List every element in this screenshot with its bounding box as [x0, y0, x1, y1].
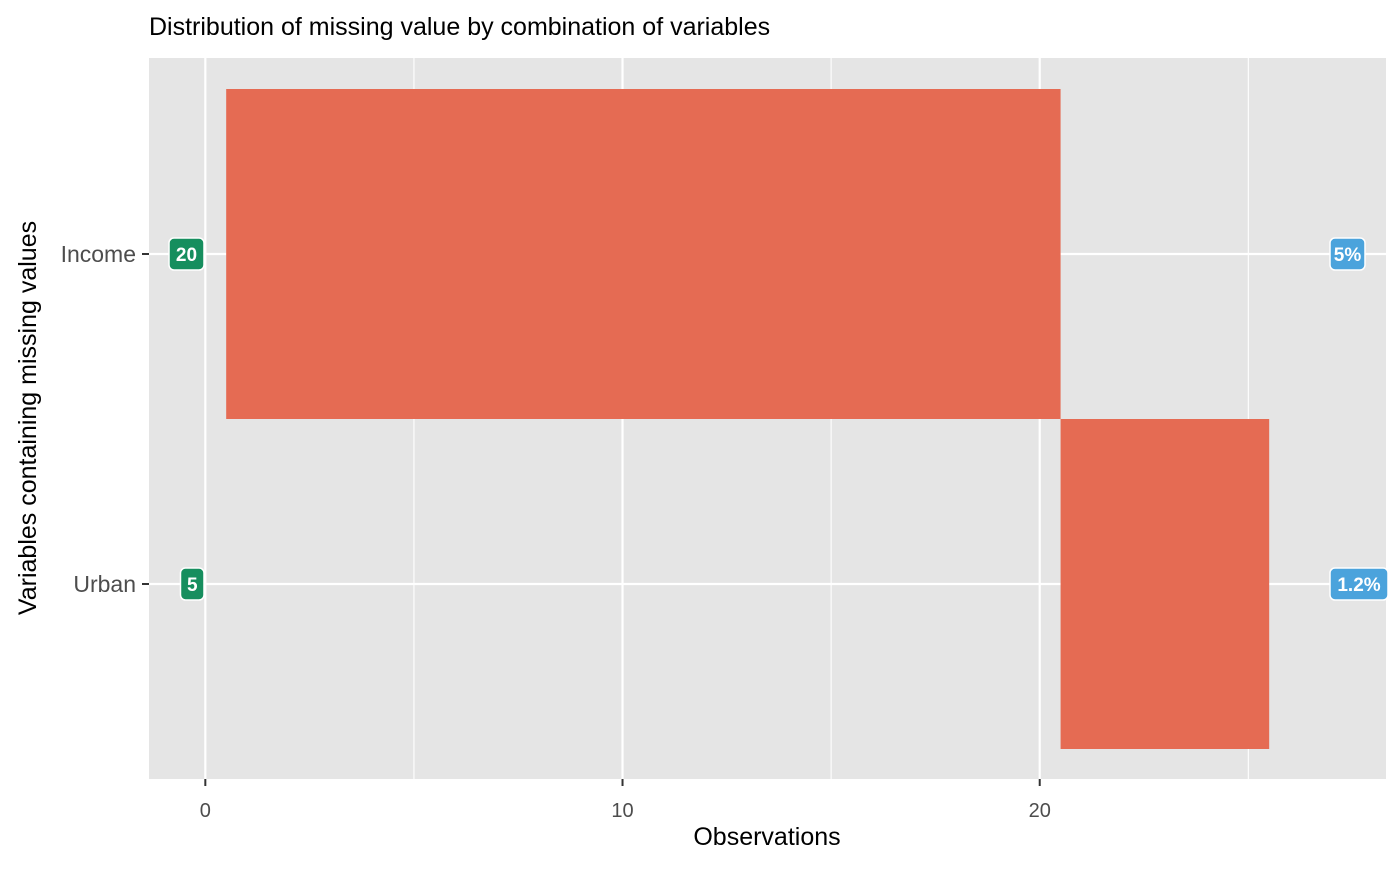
x-tick-label: 20	[1029, 800, 1051, 822]
bars	[226, 89, 1270, 749]
count-label-urban-text: 5	[187, 575, 198, 596]
percent-label-income-bg	[1329, 237, 1366, 271]
percent-label-income-text: 5%	[1334, 245, 1362, 266]
x-axis-title: Observations	[693, 823, 840, 851]
count-label-income-bg	[168, 237, 205, 271]
percent-label-income: 5%	[1329, 237, 1366, 271]
x-tick-label: 0	[200, 800, 211, 822]
bar-income	[226, 89, 1061, 419]
bar-labels: 20 5% 5 1.2%	[168, 237, 1389, 601]
count-label-urban-bg	[179, 567, 205, 601]
bar-urban	[1060, 419, 1270, 749]
y-tick-label: Urban	[73, 571, 136, 597]
y-tick-label: Income	[61, 241, 136, 267]
axes: 0 10 20 Income Urban	[61, 241, 1051, 822]
x-tick-label: 10	[611, 800, 633, 822]
chart-title: Distribution of missing value by combina…	[149, 13, 770, 41]
count-label-income: 20	[168, 237, 205, 271]
count-label-income-text: 20	[176, 245, 197, 266]
y-axis-title: Variables containing missing values	[14, 221, 42, 615]
percent-label-urban-bg	[1329, 567, 1389, 601]
percent-label-urban: 1.2%	[1329, 567, 1389, 601]
count-label-urban: 5	[179, 567, 205, 601]
percent-label-urban-text: 1.2%	[1337, 575, 1380, 596]
